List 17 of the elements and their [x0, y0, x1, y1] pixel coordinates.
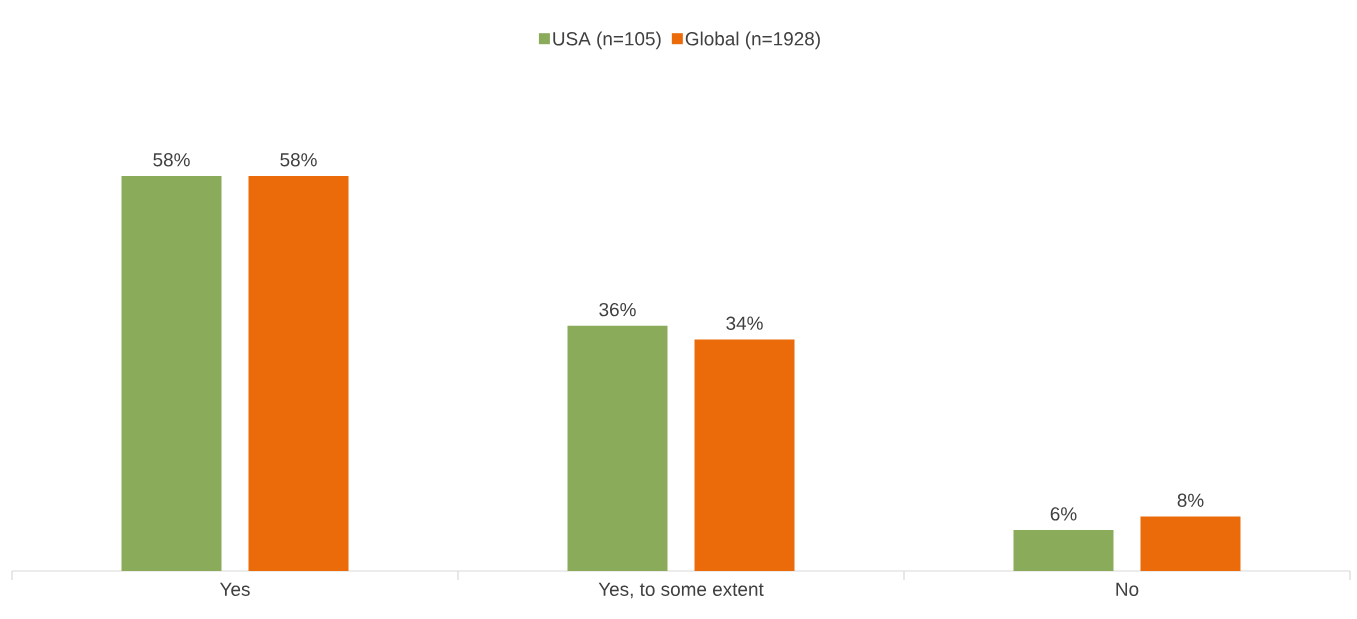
bar: [248, 175, 349, 571]
data-label: 34%: [726, 316, 763, 330]
x-tick-label: Yes: [219, 582, 250, 596]
bar: [1013, 530, 1114, 571]
legend-label: USA (n=105): [553, 31, 661, 50]
bar: [567, 325, 668, 571]
x-tick-label: Yes, to some extent: [598, 582, 764, 599]
data-label: 36%: [599, 302, 636, 317]
x-tick-label: No: [1116, 582, 1139, 596]
bar: [694, 339, 795, 571]
data-label: 58%: [153, 153, 190, 167]
data-label: 6%: [1050, 507, 1077, 521]
legend-label: Global (n=1928): [685, 31, 820, 50]
data-label: 58%: [280, 153, 317, 167]
bar: [1140, 516, 1241, 571]
data-label: 8%: [1177, 493, 1204, 507]
bar: [121, 175, 222, 571]
